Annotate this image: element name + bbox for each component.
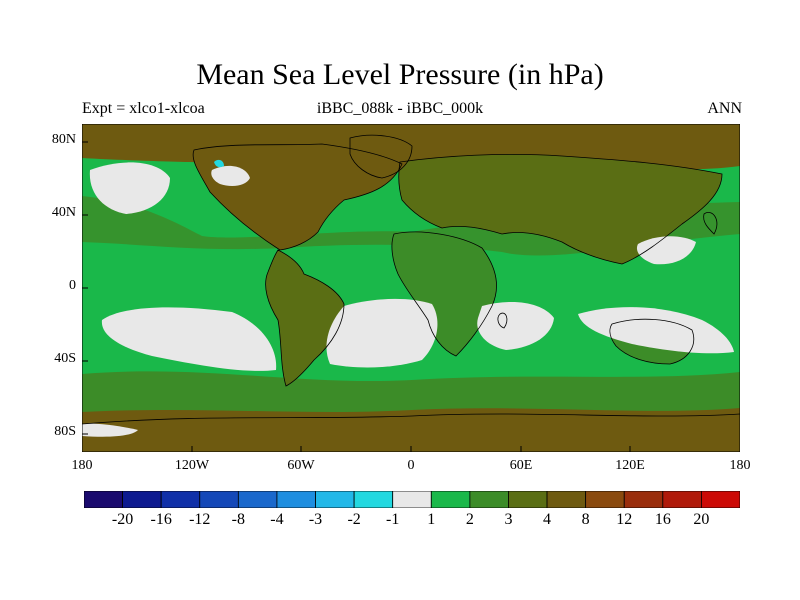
near-zero-pacific-south: [101, 307, 277, 371]
axis-ticks: [82, 141, 631, 452]
colorbar-swatch: [237, 491, 278, 508]
colorbar-label: -1: [386, 511, 400, 528]
colorbar: [84, 491, 740, 508]
colorbar-swatch: [160, 491, 201, 508]
x-tick-label: 180: [729, 458, 751, 473]
colorbar-swatch: [315, 491, 355, 508]
near-zero-north-america: [211, 165, 250, 186]
pressure-map: [82, 124, 740, 452]
africa: [391, 231, 497, 356]
colorbar-swatch: [353, 491, 394, 508]
negative-spot: [214, 159, 224, 168]
y-tick-label: 40N: [51, 205, 76, 220]
colorbar-label: -16: [150, 511, 172, 528]
colorbar-swatch: [199, 491, 239, 508]
y-tick-label: 80N: [51, 132, 76, 147]
colorbar-swatch: [430, 491, 471, 508]
near-zero-west-pacific: [636, 236, 696, 265]
colorbar-swatch: [585, 491, 625, 508]
x-tick-label: 120W: [174, 458, 210, 473]
eurasia: [398, 154, 722, 264]
comparison-label: iBBC_088k - iBBC_000k: [316, 100, 484, 117]
y-tick-label: 0: [69, 278, 76, 293]
greenland: [350, 135, 412, 178]
colorbar-swatch: [546, 491, 587, 508]
colorbar-label: 8: [581, 511, 590, 528]
colorbar-label: 4: [543, 511, 552, 528]
colorbar-label: -4: [270, 511, 284, 528]
colorbar-swatch: [276, 491, 316, 508]
colorbar-label: -2: [347, 511, 361, 528]
near-zero-south-pacific-west: [578, 307, 734, 354]
colorbar-swatch: [623, 491, 664, 508]
colorbar-swatch: [701, 491, 740, 508]
southern-band: [82, 371, 740, 414]
colorbar-label: 2: [465, 511, 474, 528]
experiment-label: Expt = xlco1-xlcoa: [82, 100, 205, 117]
plot-title: Mean Sea Level Pressure (in hPa): [196, 58, 604, 91]
x-tick-label: 60E: [509, 458, 533, 473]
colorbar-label: 3: [504, 511, 513, 528]
near-zero-indian-south: [477, 302, 554, 350]
colorbar-label: 1: [427, 511, 436, 528]
colorbar-label: -12: [189, 511, 211, 528]
coastlines: [82, 134, 740, 425]
near-zero-antarctic-edge: [82, 423, 138, 437]
x-tick-label: 180: [71, 458, 93, 473]
colorbar-label: -8: [231, 511, 245, 528]
colorbar-swatch: [662, 491, 702, 508]
colorbar-swatch: [469, 491, 509, 508]
colorbar-label: 12: [616, 511, 633, 528]
y-tick-label: 80S: [54, 424, 76, 439]
colorbar-label: -3: [308, 511, 323, 528]
x-tick-label: 120E: [615, 458, 645, 473]
colorbar-swatch: [392, 491, 432, 508]
x-tick-label: 0: [407, 458, 415, 473]
y-tick-label: 40S: [54, 351, 76, 366]
season-label: ANN: [707, 100, 742, 117]
colorbar-swatch: [84, 491, 123, 508]
x-tick-label: 60W: [287, 458, 315, 473]
antarctic-brown-region: [82, 408, 740, 452]
near-zero-atlantic-south: [326, 298, 438, 368]
colorbar-swatch: [508, 491, 548, 508]
colorbar-label: -20: [111, 511, 134, 528]
near-zero-north-pacific: [89, 162, 170, 214]
colorbar-swatch: [122, 491, 162, 508]
colorbar-label: 20: [693, 511, 710, 528]
colorbar-label: 16: [654, 511, 671, 528]
north-america: [193, 144, 402, 250]
